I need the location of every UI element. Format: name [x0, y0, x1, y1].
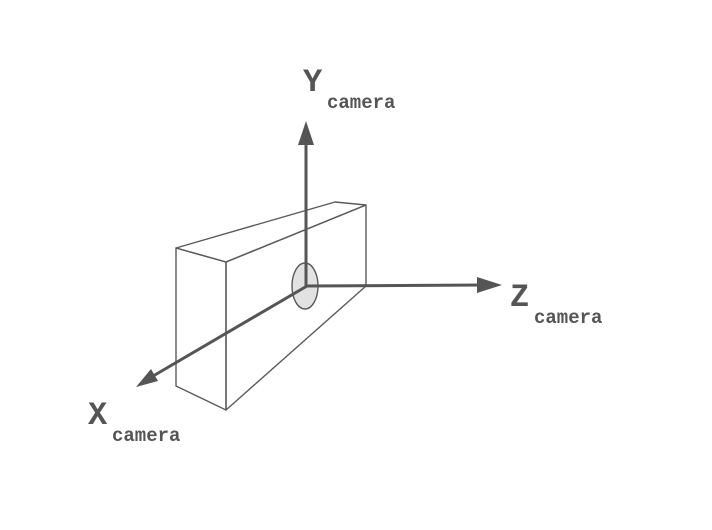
x-axis-label: X camera: [88, 397, 180, 447]
x-axis: [136, 284, 309, 387]
y-axis-arrowhead: [298, 121, 314, 145]
x-axis-arrowhead: [136, 369, 158, 387]
camera-front-face: [175, 247, 227, 411]
z-axis-label: Z camera: [510, 279, 602, 329]
x-axis-line: [146, 284, 309, 381]
y-axis: [298, 121, 314, 288]
z-axis-arrowhead: [477, 277, 502, 293]
z-axis: [304, 277, 502, 293]
camera-top-face: [175, 201, 367, 263]
camera-right-face: [225, 204, 367, 411]
z-axis-line: [304, 283, 484, 288]
y-axis-label: Y camera: [303, 64, 395, 114]
